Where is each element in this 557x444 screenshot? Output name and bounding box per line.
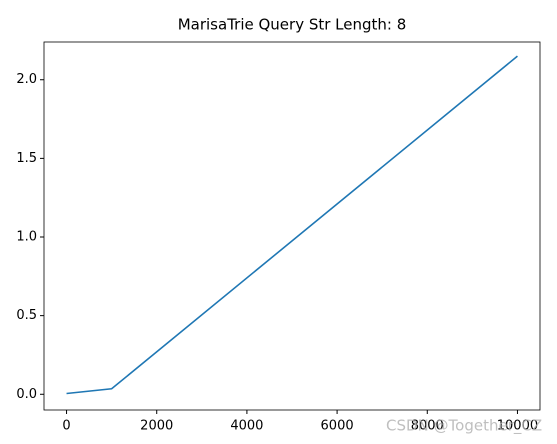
chart-title: MarisaTrie Query Str Length: 8 [178,16,407,34]
x-tick-label: 0 [62,419,70,434]
x-tick-label: 2000 [140,419,173,434]
y-tick-label: 0.5 [16,308,37,323]
y-tick-label: 1.0 [16,230,37,245]
watermark: CSDN @Together_CZ [386,417,542,436]
x-tick-label: 4000 [230,419,263,434]
y-tick-label: 2.0 [16,72,37,87]
x-tick-label: 8000 [411,419,444,434]
x-tick-label: 6000 [321,419,354,434]
x-tick-label: 10000 [497,419,538,434]
y-tick-label: 0.0 [16,387,37,402]
data-line [66,55,518,395]
y-tick-label: 1.5 [16,151,37,166]
plot-frame [43,41,541,411]
